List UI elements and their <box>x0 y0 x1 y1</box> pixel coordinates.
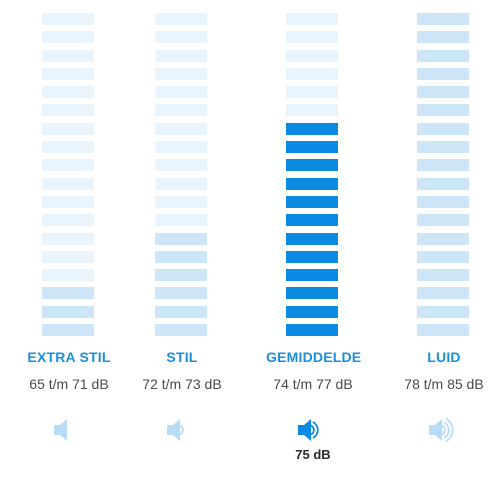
level-segment <box>155 13 207 25</box>
level-segment <box>155 287 207 300</box>
level-segment <box>417 141 469 154</box>
level-segment <box>286 159 338 172</box>
level-segment <box>286 67 338 80</box>
level-segment <box>155 214 207 227</box>
level-segment <box>155 104 207 117</box>
category-extra-stil: EXTRA STIL 65 t/m 71 dB <box>22 0 132 486</box>
level-segment <box>42 86 94 99</box>
level-segment <box>42 13 94 25</box>
level-segment <box>417 13 469 25</box>
level-segment <box>42 214 94 227</box>
level-meter <box>286 13 338 342</box>
level-segment <box>417 104 469 117</box>
level-segment <box>155 250 207 263</box>
level-segment <box>417 195 469 208</box>
category-luid: LUID 78 t/m 85 dB <box>397 0 500 486</box>
level-segment <box>286 232 338 245</box>
level-segment <box>155 195 207 208</box>
level-segment <box>417 122 469 135</box>
level-meter <box>155 13 207 342</box>
level-segment <box>42 195 94 208</box>
level-segment <box>417 49 469 62</box>
level-segment <box>155 232 207 245</box>
level-segment <box>286 305 338 318</box>
level-segment <box>417 305 469 318</box>
level-segment <box>42 250 94 263</box>
level-segment <box>286 49 338 62</box>
level-segment <box>417 214 469 227</box>
level-segment <box>42 159 94 172</box>
level-segment <box>155 141 207 154</box>
level-segment <box>417 232 469 245</box>
category-label: STIL <box>166 349 198 365</box>
category-range: 72 t/m 73 dB <box>142 376 222 392</box>
level-segment <box>155 67 207 80</box>
level-segment <box>42 122 94 135</box>
level-segment <box>286 250 338 263</box>
category-range: 78 t/m 85 dB <box>404 376 484 392</box>
level-segment <box>417 269 469 282</box>
level-segment <box>286 86 338 99</box>
level-segment <box>286 195 338 208</box>
level-segment <box>286 287 338 300</box>
level-segment <box>42 287 94 300</box>
level-segment <box>155 31 207 44</box>
level-segment <box>42 49 94 62</box>
level-segment <box>417 86 469 99</box>
level-segment <box>42 305 94 318</box>
level-segment <box>155 324 207 337</box>
level-meter <box>42 13 94 342</box>
level-segment <box>417 67 469 80</box>
level-segment <box>286 104 338 117</box>
category-label: GEMIDDELDE <box>266 349 362 365</box>
level-segment <box>155 305 207 318</box>
level-segment <box>417 250 469 263</box>
level-segment <box>286 13 338 25</box>
level-segment <box>155 122 207 135</box>
current-reading: 75 dB <box>295 447 331 462</box>
level-segment <box>155 269 207 282</box>
category-range: 65 t/m 71 dB <box>29 376 109 392</box>
level-segment <box>155 177 207 190</box>
level-segment <box>417 324 469 337</box>
level-segment <box>42 31 94 44</box>
level-segment <box>42 232 94 245</box>
level-segment <box>417 159 469 172</box>
level-meter <box>417 13 469 342</box>
speaker-high-icon <box>397 417 491 443</box>
level-segment <box>42 67 94 80</box>
level-segment <box>417 287 469 300</box>
level-segment <box>155 49 207 62</box>
level-segment <box>42 177 94 190</box>
level-segment <box>42 324 94 337</box>
level-segment <box>286 141 338 154</box>
level-segment <box>155 159 207 172</box>
level-segment <box>286 324 338 337</box>
level-segment <box>286 214 338 227</box>
speaker-muted-icon <box>22 417 116 443</box>
level-segment <box>42 141 94 154</box>
level-segment <box>417 177 469 190</box>
level-segment <box>286 269 338 282</box>
level-segment <box>286 122 338 135</box>
level-segment <box>417 31 469 44</box>
category-label: LUID <box>427 349 461 365</box>
category-range: 74 t/m 77 dB <box>273 376 353 392</box>
category-label: EXTRA STIL <box>27 349 111 365</box>
speaker-medium-icon <box>266 417 360 443</box>
level-segment <box>286 31 338 44</box>
level-segment <box>42 104 94 117</box>
speaker-low-icon <box>135 417 229 443</box>
category-stil: STIL 72 t/m 73 dB <box>135 0 245 486</box>
level-segment <box>42 269 94 282</box>
level-segment <box>286 177 338 190</box>
category-gemiddelde: GEMIDDELDE 74 t/m 77 dB 75 dB <box>266 0 376 486</box>
level-segment <box>155 86 207 99</box>
